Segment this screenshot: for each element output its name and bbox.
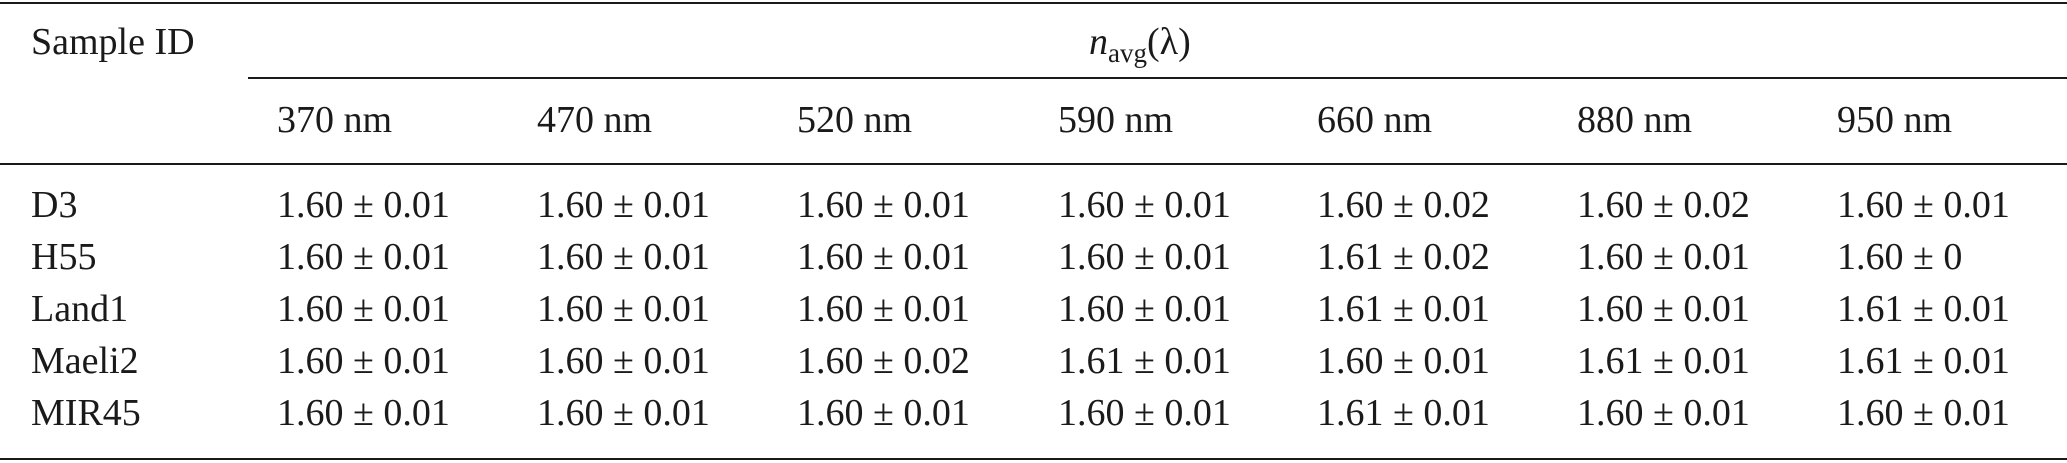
value-cell: 1.60 ± 0.01 [797,392,970,434]
value-cell: 1.60 ± 0.01 [537,340,710,382]
value-cell: 1.60 ± 0.02 [1317,184,1490,226]
refractive-index-group-header: navg(λ) [1089,23,1191,67]
value-cell: 1.60 ± 0.01 [537,184,710,226]
wavelength-header: 880 nm [1577,99,1693,141]
group-argument: (λ) [1146,21,1191,63]
sample-id-cell: Land1 [31,288,129,330]
value-cell: 1.60 ± 0.01 [1058,288,1231,330]
value-cell: 1.60 ± 0.01 [1317,340,1490,382]
value-cell: 1.60 ± 0.01 [1577,392,1750,434]
wavelength-header: 520 nm [797,99,913,141]
wavelength-header: 950 nm [1837,99,1953,141]
top-rule [0,2,2067,4]
header-rule [0,163,2067,165]
value-cell: 1.60 ± 0.01 [797,288,970,330]
sample-id-cell: H55 [31,236,97,278]
value-cell: 1.61 ± 0.01 [1837,340,2010,382]
value-cell: 1.60 ± 0 [1837,236,1963,278]
group-header-rule [248,77,2067,79]
value-cell: 1.61 ± 0.02 [1317,236,1490,278]
value-cell: 1.60 ± 0.01 [277,392,450,434]
value-cell: 1.60 ± 0.01 [537,288,710,330]
wavelength-header: 470 nm [537,99,653,141]
value-cell: 1.60 ± 0.01 [537,392,710,434]
group-subscript: avg [1108,38,1147,68]
wavelength-header: 590 nm [1058,99,1174,141]
wavelength-header: 370 nm [277,99,393,141]
bottom-rule [0,458,2067,460]
value-cell: 1.61 ± 0.01 [1837,288,2010,330]
value-cell: 1.60 ± 0.01 [1058,236,1231,278]
value-cell: 1.60 ± 0.01 [1058,392,1231,434]
value-cell: 1.61 ± 0.01 [1317,288,1490,330]
group-symbol: n [1089,21,1108,63]
value-cell: 1.60 ± 0.01 [1577,236,1750,278]
value-cell: 1.60 ± 0.01 [277,184,450,226]
value-cell: 1.60 ± 0.01 [537,236,710,278]
value-cell: 1.60 ± 0.01 [1837,184,2010,226]
wavelength-header: 660 nm [1317,99,1433,141]
value-cell: 1.60 ± 0.01 [1058,184,1231,226]
value-cell: 1.61 ± 0.01 [1577,340,1750,382]
sample-id-cell: MIR45 [31,392,141,434]
value-cell: 1.61 ± 0.01 [1058,340,1231,382]
value-cell: 1.61 ± 0.01 [1317,392,1490,434]
value-cell: 1.60 ± 0.01 [797,184,970,226]
value-cell: 1.60 ± 0.02 [1577,184,1750,226]
value-cell: 1.60 ± 0.02 [797,340,970,382]
sample-id-cell: D3 [31,184,78,226]
value-cell: 1.60 ± 0.01 [1577,288,1750,330]
value-cell: 1.60 ± 0.01 [277,236,450,278]
sample-id-header: Sample ID [31,21,195,63]
value-cell: 1.60 ± 0.01 [1837,392,2010,434]
sample-id-cell: Maeli2 [31,340,139,382]
value-cell: 1.60 ± 0.01 [277,288,450,330]
value-cell: 1.60 ± 0.01 [277,340,450,382]
value-cell: 1.60 ± 0.01 [797,236,970,278]
